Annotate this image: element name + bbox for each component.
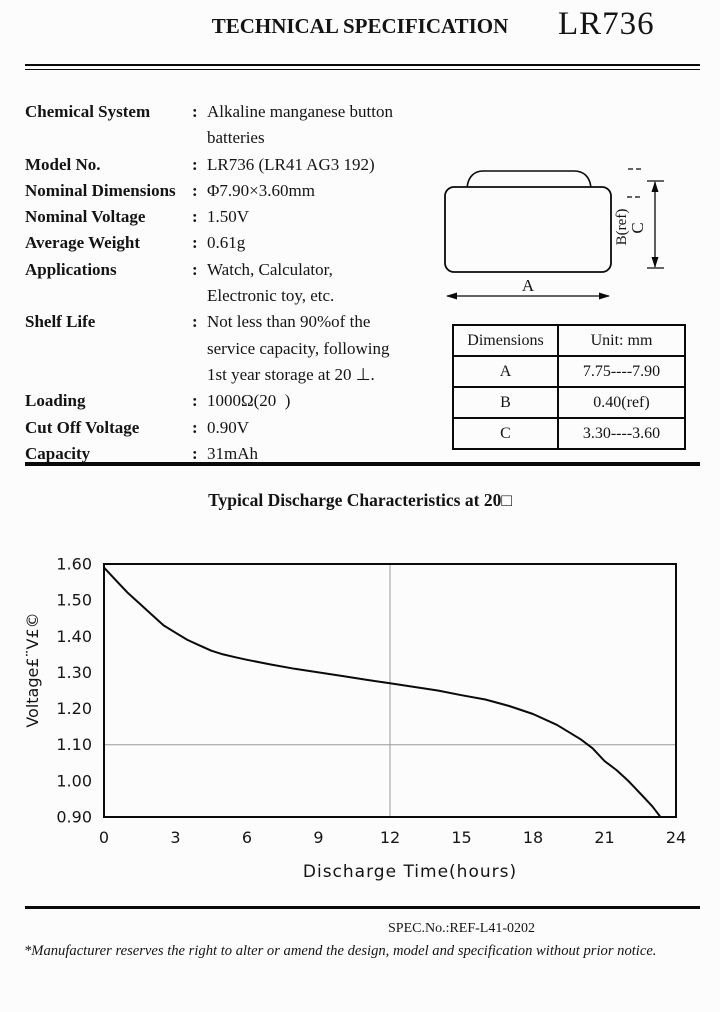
spec-label: Capacity — [25, 443, 91, 463]
x-tick-label: 6 — [242, 828, 252, 847]
y-tick-label: 1.10 — [56, 735, 92, 754]
x-axis-label: Discharge Time(hours) — [302, 862, 518, 882]
spec-colon: : — [192, 443, 198, 463]
chart-title: Typical Discharge Characteristics at 20□ — [208, 490, 512, 510]
spec-colon: : — [192, 391, 198, 411]
spec-colon: : — [192, 312, 198, 332]
table-cell-val-b: 0.40(ref) — [557, 386, 686, 419]
section-divider — [25, 462, 700, 466]
spec-row-capacity: Capacity : 31mAh — [25, 441, 445, 467]
table-row-c: C 3.30----3.60 — [452, 417, 686, 450]
spec-row-model-no: Model No. : LR736 (LR41 AG3 192) — [25, 152, 445, 178]
x-tick-label: 0 — [99, 828, 109, 847]
spec-list: Chemical System : Alkaline manganese but… — [25, 99, 445, 467]
disclaimer-text: *Manufacturer reserves the right to alte… — [24, 943, 657, 959]
spec-label: Loading — [25, 391, 86, 411]
x-tick-label: 24 — [666, 828, 686, 847]
spec-colon: : — [192, 207, 198, 227]
spec-label: Nominal Dimensions — [25, 180, 176, 200]
spec-row-nominal-dimensions: Nominal Dimensions : Φ7.90×3.60mm — [25, 178, 445, 204]
x-tick-label: 9 — [313, 828, 323, 847]
footer-divider — [25, 906, 700, 909]
dimension-a-label: A — [522, 276, 535, 295]
spec-value: Watch, Calculator, Electronic toy, etc. — [207, 259, 335, 306]
spec-row-applications: Applications : Watch, Calculator, Electr… — [25, 257, 445, 310]
dimensions-table: Dimensions Unit: mm A 7.75----7.90 B 0.4… — [452, 324, 686, 450]
document-title: TECHNICAL SPECIFICATION — [211, 14, 509, 38]
spec-label: Applications — [25, 259, 117, 279]
discharge-chart-canvas: 1.60 1.50 1.40 1.30 1.20 1.10 1.00 0.90 0 3 6 9 12 15… — [56, 555, 686, 848]
spec-colon: : — [192, 154, 198, 174]
x-tick-label: 3 — [170, 828, 180, 847]
dimension-b-label: B(ref) — [614, 209, 630, 246]
dimension-c-arrowhead-top — [651, 181, 659, 192]
table-header-unit: Unit: mm — [557, 324, 686, 357]
spec-reference-number: SPEC.No.:REF-L41-0202 — [388, 921, 536, 936]
table-row-a: A 7.75----7.90 — [452, 355, 686, 388]
spec-value: 31mAh — [207, 443, 258, 463]
table-row-b: B 0.40(ref) — [452, 386, 686, 419]
spec-colon: : — [192, 233, 198, 253]
table-cell-dim-a: A — [452, 355, 559, 388]
battery-cap-shape — [466, 170, 592, 189]
dimension-c-label: C — [628, 222, 647, 233]
spec-label: Cut Off Voltage — [25, 417, 140, 437]
table-cell-val-c: 3.30----3.60 — [557, 417, 686, 450]
spec-colon: : — [192, 102, 198, 121]
y-tick-label: 1.20 — [56, 699, 92, 718]
y-tick-label: 1.50 — [56, 591, 92, 610]
spec-value: 1.50V — [207, 207, 250, 227]
dimension-a-arrowhead-left — [446, 292, 457, 300]
y-tick-label: 1.30 — [56, 663, 92, 682]
spec-colon: : — [192, 417, 198, 437]
spec-label: Model No. — [25, 154, 101, 174]
table-cell-dim-b: B — [452, 386, 559, 419]
spec-row-nominal-voltage: Nominal Voltage : 1.50V — [25, 204, 445, 230]
dimension-a-arrowhead-right — [599, 292, 610, 300]
spec-value: LR736 (LR41 AG3 192) — [207, 154, 375, 174]
spec-label: Chemical System — [25, 102, 151, 121]
spec-value: 0.61g — [207, 233, 246, 253]
battery-body-shape — [444, 186, 612, 273]
spec-value: Φ7.90×3.60mm — [207, 180, 315, 200]
y-tick-label: 1.40 — [56, 627, 92, 646]
spec-row-cut-off-voltage: Cut Off Voltage : 0.90V — [25, 415, 445, 441]
x-tick-label: 21 — [594, 828, 614, 847]
spec-label: Average Weight — [25, 233, 141, 253]
spec-row-loading: Loading : 1000Ω(20 ) — [25, 388, 445, 414]
x-tick-label: 18 — [523, 828, 543, 847]
header-divider — [25, 64, 700, 70]
x-tick-label: 12 — [380, 828, 400, 847]
spec-label: Nominal Voltage — [25, 207, 146, 227]
plot-frame — [103, 563, 677, 818]
table-cell-val-a: 7.75----7.90 — [557, 355, 686, 388]
spec-value: 1000Ω(20 ) — [207, 391, 291, 411]
y-axis-label: Voltage£¨V£© — [23, 612, 42, 728]
y-tick-label: 1.60 — [56, 555, 92, 574]
discharge-curve — [103, 566, 662, 818]
table-cell-dim-c: C — [452, 417, 559, 450]
spec-row-chemical-system: Chemical System : Alkaline manganese but… — [25, 99, 445, 152]
battery-outline-diagram: A B(ref) C — [444, 168, 664, 300]
spec-colon: : — [192, 259, 198, 279]
spec-value: Not less than 90%of the service capacity… — [207, 312, 390, 384]
y-tick-label: 0.90 — [56, 808, 92, 827]
spec-value: 0.90V — [207, 417, 250, 437]
y-tick-label: 1.00 — [56, 771, 92, 790]
spec-colon: : — [192, 180, 198, 200]
spec-row-average-weight: Average Weight : 0.61g — [25, 230, 445, 256]
table-header-row: Dimensions Unit: mm — [452, 324, 686, 357]
discharge-chart: 1.60 1.50 1.40 1.30 1.20 1.10 1.00 0.90 0 3 6 9 12 15… — [20, 540, 700, 870]
table-header-dimensions: Dimensions — [452, 324, 559, 357]
spec-label: Shelf Life — [25, 312, 96, 332]
x-tick-label: 15 — [451, 828, 471, 847]
spec-value: Alkaline manganese button batteries — [207, 102, 398, 148]
dimension-c-arrowhead-bottom — [651, 257, 659, 268]
spec-row-shelf-life: Shelf Life : Not less than 90%of the ser… — [25, 309, 445, 388]
model-number: LR736 — [558, 6, 655, 42]
